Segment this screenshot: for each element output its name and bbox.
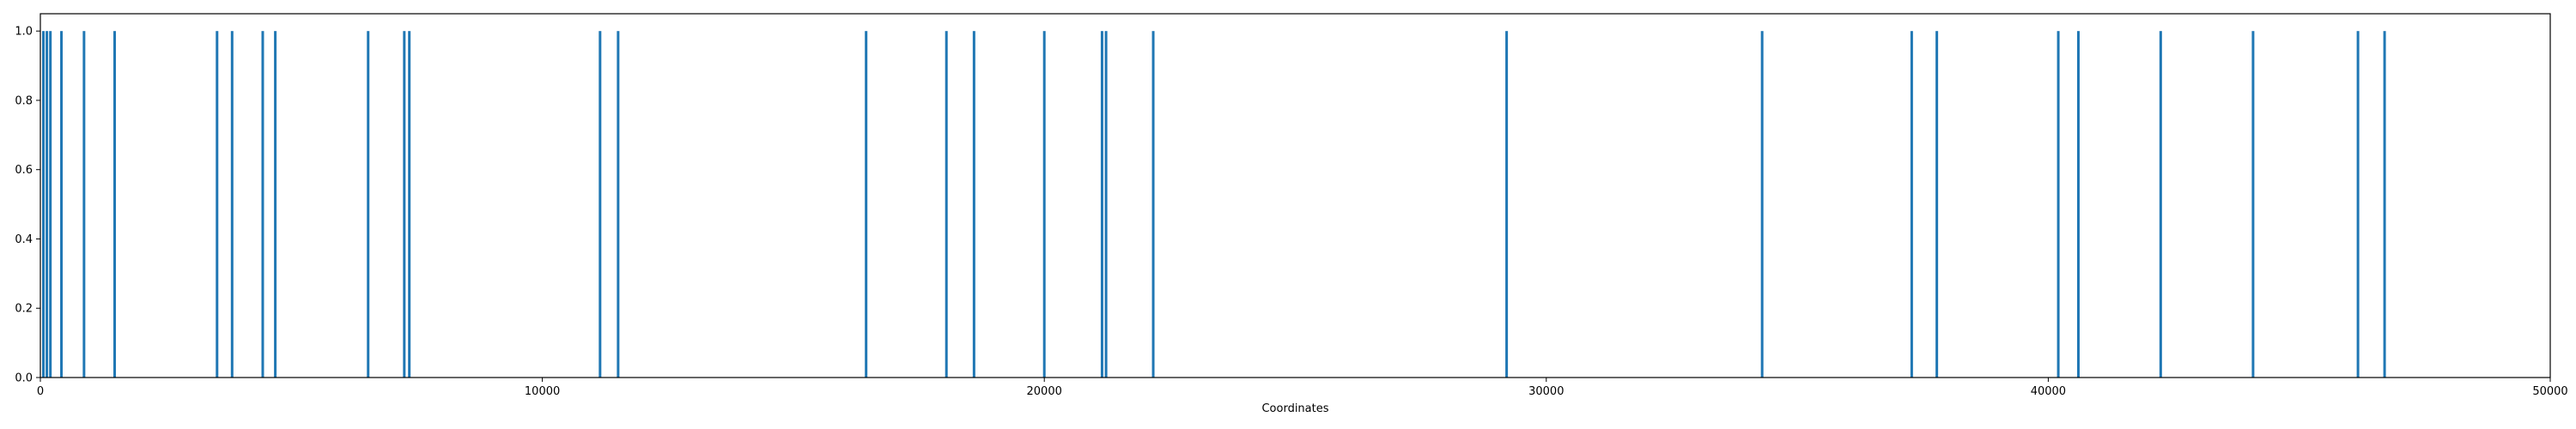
bars-layer [42,31,2386,378]
event-bar [617,31,620,378]
event-bar [1505,31,1509,378]
event-bar [46,31,49,378]
event-bar [367,31,370,378]
event-bar [2159,31,2162,378]
x-tick-label: 0 [37,385,44,398]
y-tick-label: 0.8 [15,94,33,107]
plot-frame [39,13,2551,378]
event-bar [598,31,602,378]
y-tick-label: 0.4 [15,233,33,246]
x-axis-title: Coordinates [1261,402,1328,415]
event-bar [403,31,406,378]
event-bar [2356,31,2360,378]
event-bar [1104,31,1108,378]
event-bar [42,31,46,378]
x-tick-label: 50000 [2532,385,2567,398]
event-bar [113,31,117,378]
event-bar [1935,31,1939,378]
event-bar [2383,31,2386,378]
event-bar [2057,31,2060,378]
event-bar [1910,31,1913,378]
x-tick-label: 30000 [1528,385,1564,398]
y-tick-label: 0.2 [15,303,33,316]
event-bar [1042,31,1046,378]
x-tick-label: 10000 [525,385,560,398]
x-tick-label: 20000 [1027,385,1062,398]
event-bar [1100,31,1103,378]
y-tick-label: 0.0 [15,372,33,385]
event-bar [60,31,64,378]
event-bar [972,31,975,378]
event-bar [261,31,264,378]
x-axis: 0 10000 20000 30000 40000 50000 [37,378,2568,398]
event-bar [82,31,86,378]
event-bar [2076,31,2080,378]
event-bar [49,31,52,378]
event-bar [408,31,411,378]
event-bar [274,31,277,378]
y-axis: 0.0 0.2 0.4 0.6 0.8 1.0 [15,26,40,385]
event-bar [1151,31,1155,378]
y-tick-label: 1.0 [15,26,33,39]
event-bar [945,31,948,378]
event-bar [1760,31,1764,378]
event-bar [2251,31,2255,378]
event-bar [865,31,868,378]
x-tick-label: 40000 [2031,385,2066,398]
y-tick-label: 0.6 [15,164,33,177]
event-bar [216,31,219,378]
event-bar [230,31,234,378]
